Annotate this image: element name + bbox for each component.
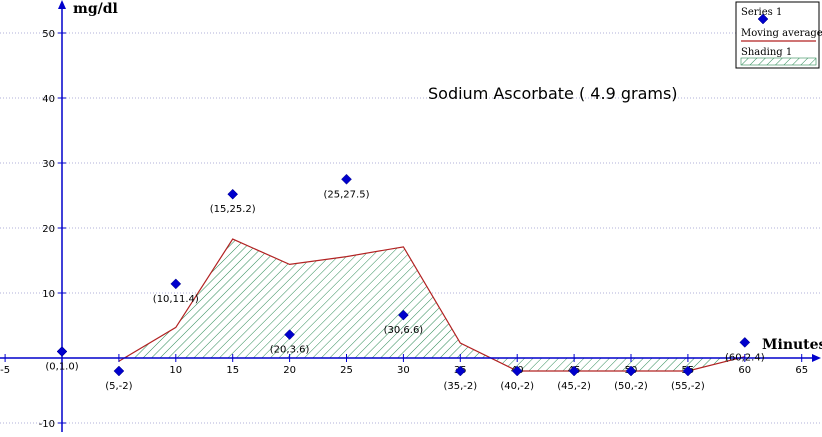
y-tick-label: 30 [42,159,55,170]
data-label: (40,-2) [500,381,534,392]
data-label: (25,27.5) [324,189,370,200]
data-points [56,173,751,377]
x-tick-label: 60 [738,365,751,376]
data-label: (60,2.4) [725,352,765,363]
y-axis-title: mg/dl [73,1,118,17]
data-point [56,346,68,357]
x-tick-label: -5 [0,365,10,376]
y-tick-label: 20 [42,224,55,235]
data-point [341,173,352,185]
data-point [284,329,295,340]
x-axis-title: Minutes [762,337,822,353]
shading-layer [118,239,745,371]
x-tick-label: 20 [283,365,296,376]
x-axis-arrow [812,354,821,362]
data-point [454,365,466,377]
data-label: (0,1.0) [45,362,78,373]
data-label: (55,-2) [671,381,705,392]
data-point [568,365,580,377]
data-point [739,337,751,348]
data-point [398,309,409,321]
legend: Series 1 Moving average Shading 1 [735,1,822,69]
x-tick-label: 10 [169,365,182,376]
data-point [113,365,125,377]
legend-box [735,1,820,69]
y-tick-label: -10 [39,419,55,430]
legend-label-series-1: Series 1 [741,7,782,18]
chart-title: Sodium Ascorbate ( 4.9 grams) [428,84,678,103]
x-tick-label: 30 [397,365,410,376]
data-label: (35,-2) [443,381,477,392]
x-tick-label: 25 [340,365,353,376]
data-label: (30,6.6) [384,325,424,336]
data-label: (50,-2) [614,381,648,392]
data-label: (15,25.2) [210,204,256,215]
data-point [625,365,637,377]
data-point [682,365,694,377]
data-labels: (0,1.0) (5,-2) (10,11.4) (15,25.2) (20,3.6) (… [45,189,764,392]
x-tick-label: 65 [795,365,808,376]
data-point [227,188,239,200]
y-tick-label: 50 [42,29,55,40]
data-label: (45,-2) [557,381,591,392]
legend-label-shading-1: Shading 1 [741,47,792,58]
legend-marker-series-1 [757,13,769,25]
x-tick-label: 15 [226,365,239,376]
data-label: (20,3.6) [270,345,310,356]
data-point [170,278,182,290]
y-axis-arrow [58,0,66,9]
shaded-area [118,239,745,371]
data-label: (5,-2) [105,381,132,392]
legend-swatch-shading-1 [740,57,817,66]
moving-average-layer [118,238,745,372]
data-label: (10,11.4) [153,294,199,305]
moving-average-line [118,238,745,372]
y-tick-label: 40 [42,94,55,105]
legend-label-moving-average: Moving average [741,28,822,39]
data-point [511,365,523,377]
y-tick-label: 10 [42,289,55,300]
